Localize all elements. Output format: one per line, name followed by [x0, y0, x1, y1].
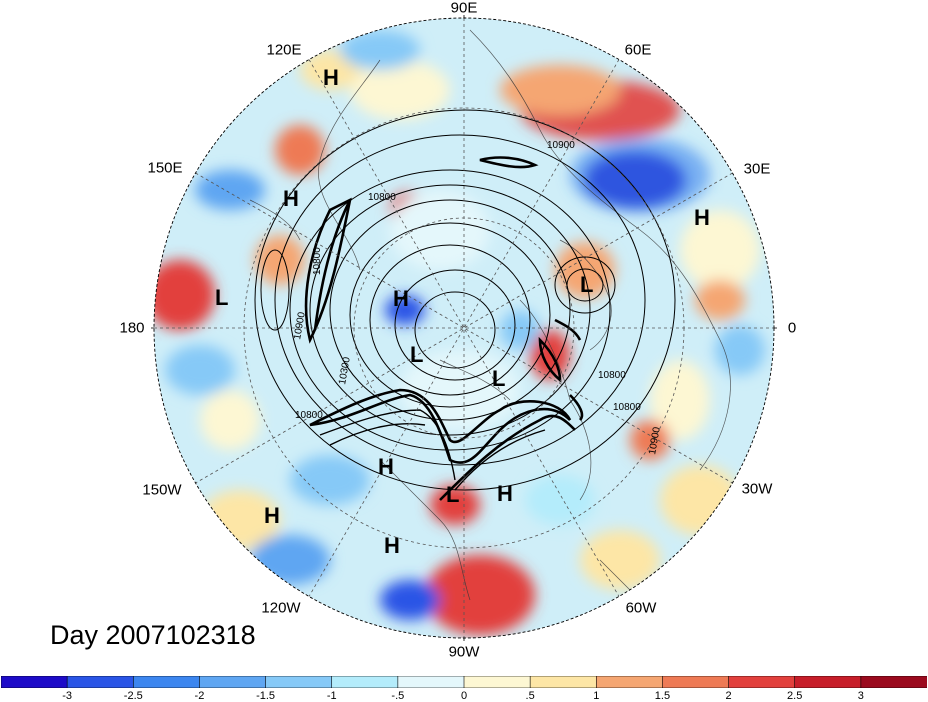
low-pressure-marker: L [580, 272, 593, 297]
day-label: Day 2007102318 [50, 620, 256, 650]
colorbar-tick-label: 1.5 [654, 690, 671, 702]
low-pressure-marker: L [215, 285, 228, 310]
pressure-center-group: H H H H H H H H L L L L L [215, 65, 710, 558]
anomaly-field [154, 18, 774, 638]
colorbar-segment [199, 676, 267, 688]
colorbar-tick-label: -2 [194, 690, 205, 702]
colorbar-segment [265, 676, 333, 688]
colorbar-tick-label: 1 [593, 690, 600, 702]
colorbar-segment [794, 676, 862, 688]
colorbar-segment [860, 676, 927, 688]
contour-label: 10900 [647, 426, 663, 456]
high-pressure-marker: H [264, 503, 280, 528]
colorbar-tick-label: 2.5 [787, 690, 803, 702]
colorbar-segment [397, 676, 465, 688]
contour-label: 10800 [613, 402, 641, 413]
colorbar-tick-label: -2.5 [123, 690, 143, 702]
colorbar-segment [66, 676, 135, 688]
lon-label-120w: 120W [261, 599, 301, 617]
graticule [154, 18, 774, 638]
colorbar-tick-label: 3 [857, 690, 864, 702]
colorbar-tick-label: -1 [326, 690, 337, 702]
colorbar-tick-label: -.5 [391, 690, 405, 702]
lon-label-0: 0 [787, 319, 797, 337]
colorbar-tick-label: -3 [62, 690, 73, 702]
colorbar [1, 676, 927, 688]
lon-label-60e: 60E [624, 41, 652, 59]
lon-label-150w: 150W [142, 481, 182, 499]
colorbar-tick-label: 0 [460, 690, 468, 702]
high-pressure-marker: H [378, 454, 394, 479]
lon-label-180: 180 [119, 319, 145, 337]
lon-label-30w: 30W [741, 480, 773, 498]
colorbar-segment [662, 676, 730, 688]
high-pressure-marker: H [497, 481, 513, 506]
colorbar-tick-label: 2 [725, 690, 732, 702]
contour-label-group: 10900 10800 10800 10900 10300 10800 1080… [292, 140, 663, 456]
lon-label-90w: 90W [448, 643, 480, 661]
colorbar-segment [595, 676, 664, 688]
high-pressure-marker: H [283, 186, 299, 211]
colorbar-segment [1, 676, 68, 688]
low-pressure-marker: L [410, 342, 423, 367]
contour-label: 10300 [337, 356, 353, 386]
lon-label-30e: 30E [743, 160, 771, 178]
low-pressure-marker: L [446, 482, 459, 507]
lon-label-90e: 90E [450, 0, 478, 17]
colorbar-tick-label: -1.5 [256, 690, 276, 702]
jet-contours [304, 156, 584, 501]
high-pressure-marker: H [694, 205, 710, 230]
contour-label: 10800 [312, 247, 323, 275]
contour-label: 10800 [295, 410, 323, 421]
contour-label: 10800 [368, 192, 396, 203]
lon-label-60w: 60W [625, 599, 657, 617]
geopotential-contours [254, 109, 676, 491]
contour-label: 10800 [598, 370, 626, 381]
colorbar-segment [463, 676, 531, 688]
contour-label: 10900 [292, 311, 308, 341]
high-pressure-marker: H [323, 65, 339, 90]
colorbar-segment [728, 676, 796, 688]
lon-label-120e: 120E [266, 41, 302, 59]
contour-label: 10900 [547, 140, 575, 151]
colorbar-segment [132, 676, 201, 688]
colorbar-segment [331, 676, 399, 688]
high-pressure-marker: H [384, 533, 400, 558]
low-pressure-marker: L [492, 366, 505, 391]
colorbar-segment [529, 676, 598, 688]
lon-label-150e: 150E [147, 159, 183, 177]
high-pressure-marker: H [393, 286, 409, 311]
colorbar-tick-label: .5 [525, 690, 535, 702]
